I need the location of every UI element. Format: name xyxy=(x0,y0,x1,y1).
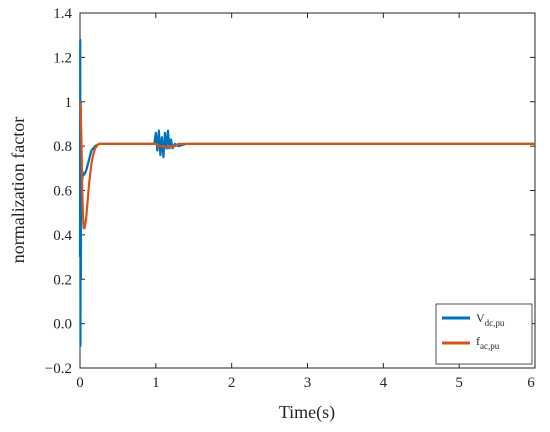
x-tick-label: 5 xyxy=(455,375,463,391)
legend-label-0: Vdc,pu xyxy=(476,311,505,328)
y-tick-label: 0.4 xyxy=(53,228,72,244)
x-axis-label: Time(s) xyxy=(279,402,335,423)
x-tick-label: 6 xyxy=(527,375,535,391)
y-tick-label: 1 xyxy=(65,95,73,111)
series-line-1 xyxy=(78,101,535,230)
x-tick-label: 1 xyxy=(152,375,160,391)
series-lines xyxy=(78,38,535,347)
y-tick-label: 1.2 xyxy=(53,50,72,66)
legend: Vdc,pu fac,pu xyxy=(435,303,533,365)
legend-label-1: fac,pu xyxy=(476,334,500,351)
y-tick-label: −0.2 xyxy=(45,361,72,377)
x-tick-label: 3 xyxy=(304,375,312,391)
y-axis: −0.2 0.0 0.2 0.4 0.6 0.8 1 1.2 1.4 xyxy=(45,6,535,377)
x-tick-label: 0 xyxy=(76,375,84,391)
x-axis: 0 1 2 3 4 5 6 xyxy=(76,13,536,391)
y-tick-label: 0.0 xyxy=(53,317,72,333)
y-tick-label: 0.6 xyxy=(53,184,72,200)
legend-box xyxy=(435,303,533,365)
y-tick-label: 0.8 xyxy=(53,139,72,155)
x-tick-label: 4 xyxy=(380,375,388,391)
y-tick-label: 0.2 xyxy=(53,272,72,288)
y-axis-label: normalization factor xyxy=(8,117,28,263)
y-tick-label: 1.4 xyxy=(53,6,72,22)
x-tick-label: 2 xyxy=(228,375,236,391)
